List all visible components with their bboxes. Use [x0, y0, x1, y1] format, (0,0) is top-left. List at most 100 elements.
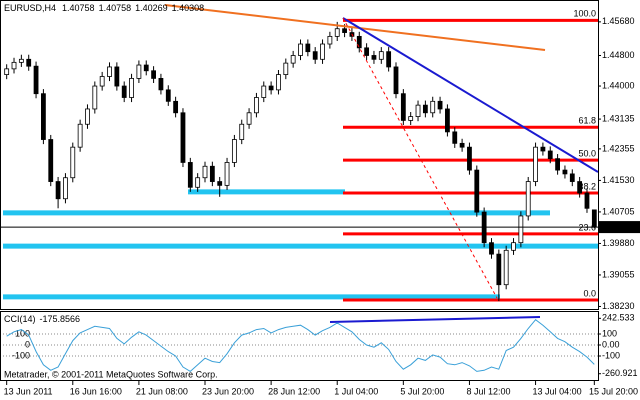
candle-body — [393, 66, 399, 95]
x-tick-label: 16 Jun 16:00 — [70, 386, 122, 396]
last-low: 1.40269 — [135, 3, 168, 13]
indicator-frame — [0, 311, 599, 381]
y-tick-label: 1.42355 — [602, 143, 635, 153]
candle-body — [577, 181, 583, 194]
fib-label: 38.2 — [578, 181, 596, 191]
candle-body — [99, 76, 105, 87]
candle-body — [151, 70, 156, 79]
indicator-y-tick-label: -260.921 — [602, 368, 638, 378]
candle-body — [202, 165, 208, 179]
x-tick-label: 28 Jun 12:00 — [268, 386, 320, 396]
candle-body — [173, 100, 179, 114]
candle-body — [547, 150, 553, 160]
candle-body — [107, 66, 112, 77]
candle-body — [430, 100, 436, 114]
y-tick-label: 1.44800 — [602, 50, 635, 60]
candle-body — [452, 131, 458, 144]
last-high: 1.40758 — [99, 3, 132, 13]
candle-body — [489, 242, 494, 255]
y-tick-label: 1.38230 — [602, 301, 635, 311]
candle-body — [63, 177, 68, 200]
candle-body — [121, 85, 127, 98]
candle-body — [18, 58, 24, 63]
fib-label: 61.8 — [578, 116, 596, 126]
price-box — [598, 221, 640, 234]
main-frame — [0, 0, 599, 310]
candle-body — [209, 165, 215, 182]
candle-body — [165, 89, 171, 102]
y-tick-label: 1.40705 — [602, 206, 635, 216]
candle-body — [11, 61, 17, 70]
candle-body — [283, 62, 289, 75]
candle-body — [41, 93, 46, 140]
divergence-line — [329, 316, 541, 323]
candle-body — [533, 146, 538, 182]
candle-body — [378, 51, 384, 60]
candle-body — [312, 51, 318, 60]
candle-body — [400, 93, 406, 121]
y-tick-label: 1.41530 — [602, 175, 635, 185]
x-tick-label: 13 Jun 2011 — [4, 386, 53, 396]
x-tick-label: 1 Jul 04:00 — [334, 386, 378, 396]
candle-body — [85, 108, 90, 125]
candle-body — [143, 64, 149, 72]
last-open: 1.40758 — [62, 3, 95, 13]
candle-body — [518, 215, 524, 244]
y-tick-label: 1.43135 — [602, 113, 635, 123]
candle-body — [26, 58, 32, 67]
indicator-line — [6, 319, 595, 373]
candle-body — [320, 43, 325, 60]
candle-body — [129, 78, 134, 98]
candle-body — [224, 162, 230, 186]
fib-label: 0.0 — [583, 288, 596, 298]
candle-body — [298, 43, 303, 56]
candle-body — [540, 146, 546, 152]
x-tick-label: 23 Jun 20:00 — [202, 386, 254, 396]
indicator-level-label: 100 — [15, 328, 30, 338]
candle-body — [48, 139, 54, 182]
candle-body — [555, 158, 560, 171]
price-box-label: 1.40308 — [602, 221, 635, 231]
candle-body — [158, 78, 164, 91]
candle-body — [569, 173, 575, 182]
trend-line — [342, 17, 599, 173]
candle-body — [231, 139, 237, 163]
candle-body — [511, 242, 516, 251]
candle-body — [445, 108, 450, 133]
indicator-y-tick-label: 100 — [602, 328, 617, 338]
indicator-value: -175.8566 — [40, 314, 81, 324]
candle-body — [459, 142, 465, 148]
candle-body — [4, 68, 10, 75]
indicator-name: CCI(14) — [4, 314, 36, 324]
x-tick-label: 8 Jul 12:00 — [466, 386, 510, 396]
candle-body — [217, 181, 223, 186]
candle-body — [276, 74, 281, 91]
symbol: EURUSD,H4 — [4, 3, 56, 13]
candle-body — [562, 169, 568, 175]
copyright: Metatrader, © 2001-2011 MetaQuotes Softw… — [4, 369, 218, 379]
candle-body — [415, 104, 421, 118]
candle-body — [305, 43, 311, 53]
candle-body — [496, 253, 502, 286]
y-tick-label: 1.39055 — [602, 269, 635, 279]
candle-body — [290, 55, 296, 64]
x-tick-label: 5 Jul 20:00 — [400, 386, 444, 396]
last-close: 1.40308 — [172, 3, 205, 13]
x-tick-label: 15 Jul 20:00 — [589, 386, 638, 396]
candle-body — [371, 55, 377, 60]
y-tick-label: 1.45680 — [602, 16, 635, 26]
indicator-level-label: 0 — [25, 339, 30, 349]
x-tick-label: 13 Jul 04:00 — [533, 386, 582, 396]
indicator-y-tick-label: 0.00 — [602, 339, 620, 349]
indicator-y-tick-label: -100 — [602, 350, 620, 360]
candle-body — [422, 104, 428, 114]
indicator-y-tick-label: 242.533 — [602, 313, 635, 323]
candle-body — [342, 28, 347, 33]
candle-body — [77, 123, 83, 148]
candle-body — [584, 192, 590, 209]
candle-body — [180, 112, 186, 163]
candle-body — [239, 123, 245, 140]
candle-body — [386, 51, 392, 68]
